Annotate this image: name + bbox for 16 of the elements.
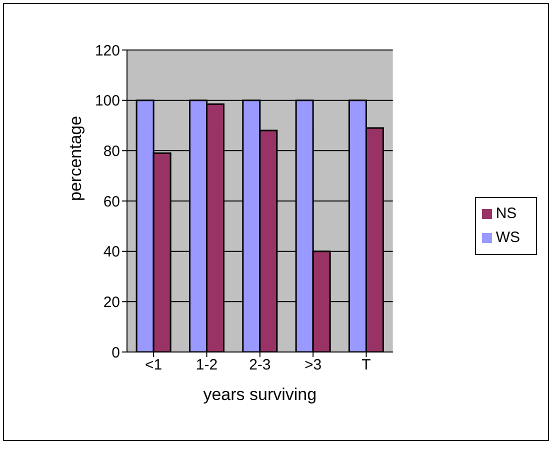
y-tick-label: 120 (94, 42, 120, 60)
y-tick-label: 60 (103, 193, 120, 210)
x-tick-label: >3 (304, 356, 322, 374)
x-tick-label: T (362, 356, 371, 374)
x-tick-label: 2-3 (249, 356, 271, 374)
y-tick-label: 80 (103, 142, 120, 160)
y-tick-label: 0 (112, 344, 120, 362)
y-tick-label: 40 (103, 244, 120, 261)
legend-label: NS (496, 205, 517, 222)
y-tick-label: 20 (103, 294, 120, 311)
legend-label: WS (496, 229, 520, 246)
x-tick-label: 1-2 (196, 356, 218, 374)
y-axis-title: percentage (66, 116, 86, 201)
y-tick-label: 100 (94, 92, 120, 110)
x-axis-title: years surviving (203, 385, 317, 404)
x-tick-label: <1 (145, 356, 162, 374)
